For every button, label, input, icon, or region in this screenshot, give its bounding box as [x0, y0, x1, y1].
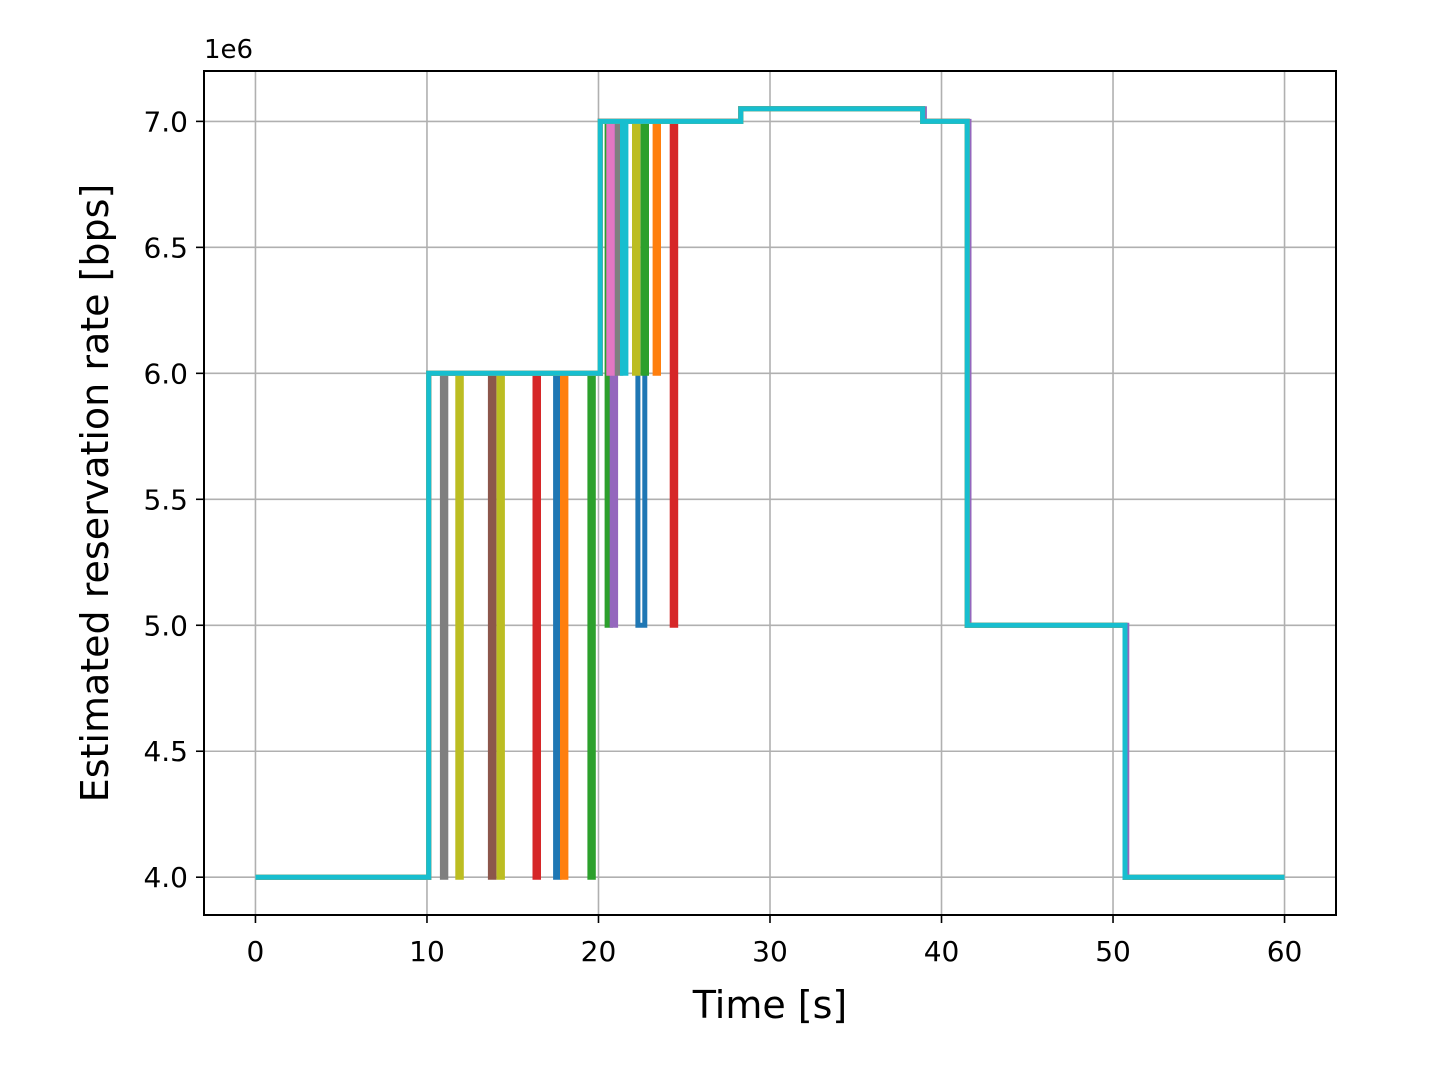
y-tick-label: 6.0: [143, 357, 188, 390]
y-axis-ticks: 4.0 4.5 5.0 5.5 6.0 6.5 7.0: [143, 105, 204, 894]
x-axis-label: Time [s]: [692, 983, 848, 1027]
y-tick-label: 4.5: [143, 735, 188, 768]
x-tick-label: 40: [924, 935, 960, 968]
series-layer: [255, 106, 1285, 880]
y-axis-offset-label: 1e6: [204, 35, 253, 65]
x-axis-ticks: 0 10 20 30 40 50 60: [247, 915, 1303, 968]
grid-lines: [204, 71, 1336, 915]
y-tick-label: 6.5: [143, 231, 188, 264]
y-tick-label: 7.0: [143, 105, 188, 138]
series-line-10: [255, 106, 1285, 880]
y-tick-label: 5.5: [143, 483, 188, 516]
y-tick-label: 5.0: [143, 609, 188, 642]
x-tick-label: 60: [1267, 935, 1303, 968]
x-tick-label: 0: [247, 935, 265, 968]
y-tick-label: 4.0: [143, 861, 188, 894]
y-axis-label: Estimated reservation rate [bps]: [73, 184, 117, 803]
x-tick-label: 50: [1095, 935, 1131, 968]
x-tick-label: 10: [409, 935, 445, 968]
x-tick-label: 20: [581, 935, 617, 968]
x-tick-label: 30: [752, 935, 788, 968]
